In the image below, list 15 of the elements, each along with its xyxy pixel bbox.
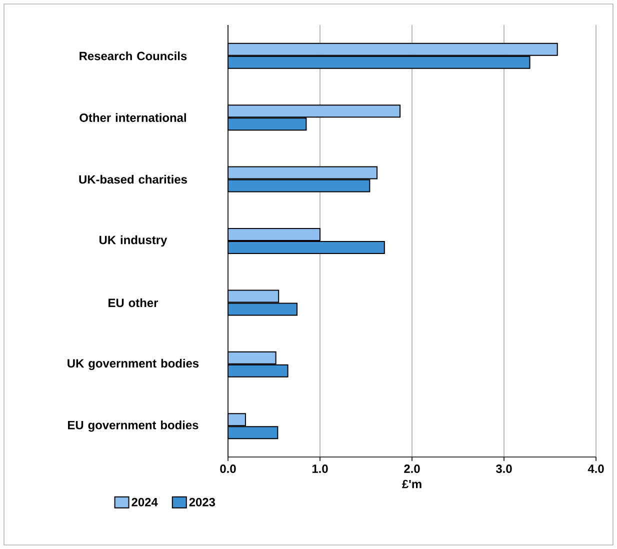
y-tick-label: Research Councils	[80, 51, 187, 60]
legend-label: 2023	[189, 498, 216, 506]
x-tick-label: 4.0	[588, 464, 604, 473]
y-tick-label: UK industry	[100, 235, 168, 247]
legend-label: 2024	[132, 498, 158, 506]
y-tick-label: UK-based charities	[79, 174, 187, 184]
x-tick-label: 3.0	[496, 464, 512, 473]
y-tick-label: Other international	[80, 113, 186, 122]
y-tick-label: UK government bodies	[68, 358, 199, 370]
x-tick-label: 1.0	[312, 464, 328, 473]
x-tick-label: 0.0	[220, 464, 236, 473]
x-axis-title: £'m	[402, 480, 422, 488]
x-tick-label: 2.0	[404, 464, 420, 473]
y-tick-label: EU government bodies	[68, 420, 198, 432]
y-tick-label: EU other	[108, 298, 158, 308]
